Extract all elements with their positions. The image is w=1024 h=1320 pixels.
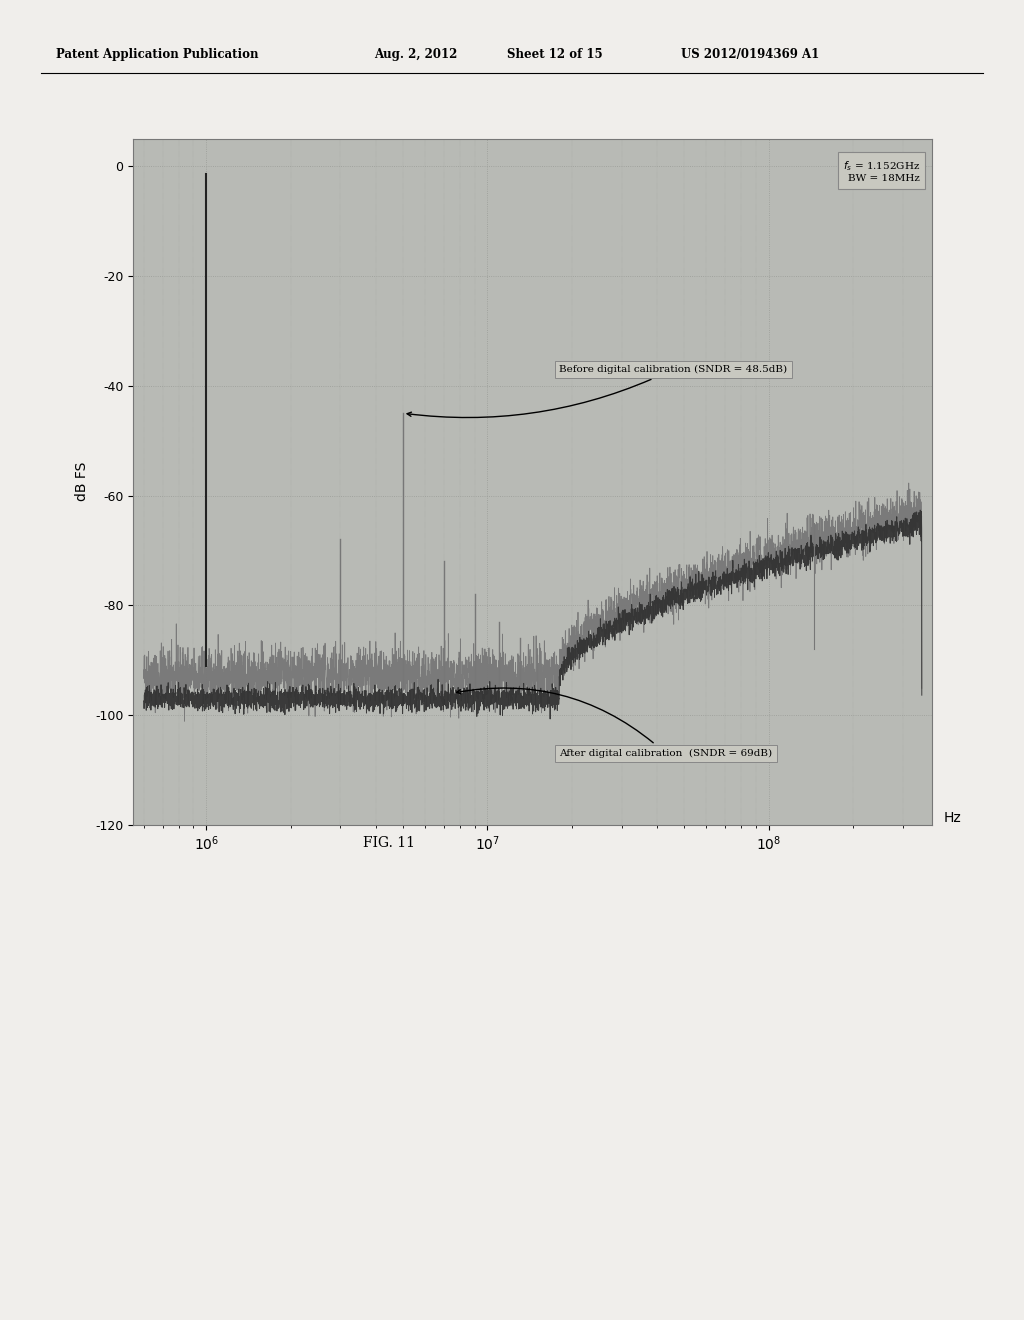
Text: FIG. 11: FIG. 11 — [364, 837, 415, 850]
Text: Before digital calibration (SNDR = 48.5dB): Before digital calibration (SNDR = 48.5d… — [408, 364, 787, 417]
Text: $f_s$ = 1.152GHz
BW = 18MHz: $f_s$ = 1.152GHz BW = 18MHz — [843, 160, 920, 183]
Text: Patent Application Publication: Patent Application Publication — [56, 48, 259, 61]
Text: After digital calibration  (SNDR = 69dB): After digital calibration (SNDR = 69dB) — [457, 688, 772, 758]
Text: Sheet 12 of 15: Sheet 12 of 15 — [507, 48, 602, 61]
Y-axis label: dB FS: dB FS — [76, 462, 89, 502]
Text: US 2012/0194369 A1: US 2012/0194369 A1 — [681, 48, 819, 61]
Text: Hz: Hz — [944, 810, 962, 825]
Text: Aug. 2, 2012: Aug. 2, 2012 — [374, 48, 457, 61]
